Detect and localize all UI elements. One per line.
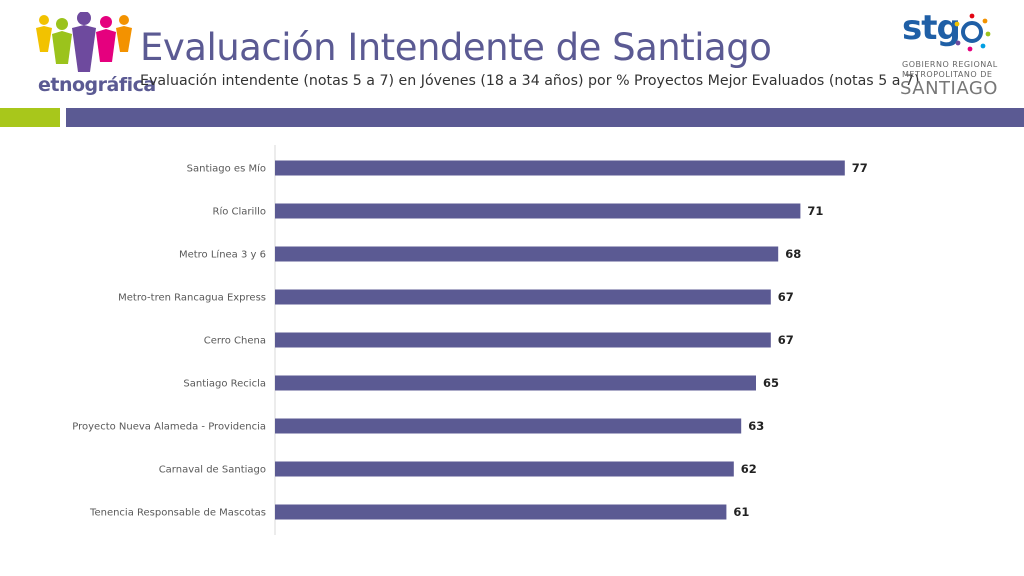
page-subtitle: Evaluación intendente (notas 5 a 7) en J… (140, 73, 920, 89)
figure-yellow (36, 15, 52, 52)
category-label: Río Clarillo (213, 206, 266, 218)
value-label: 61 (733, 505, 749, 519)
value-label: 63 (748, 419, 764, 433)
bar (275, 461, 734, 477)
stg-line-2: METROPOLITANO DE (902, 70, 993, 79)
stg-sun-icon (954, 13, 991, 52)
category-label: Cerro Chena (204, 336, 266, 347)
value-label: 77 (852, 161, 868, 175)
bar (275, 375, 756, 391)
bar (275, 504, 727, 520)
bar-chart: Santiago es Mío 77 Río Clarillo 71 Metro Lín… (72, 145, 868, 535)
category-label: Metro Línea 3 y 6 (179, 249, 266, 261)
header-band-green (0, 108, 60, 127)
value-label: 68 (785, 247, 801, 261)
etnografica-logo (36, 12, 132, 72)
figure-pink (96, 16, 116, 62)
category-label: Carnaval de Santiago (159, 465, 266, 476)
category-label: Proyecto Nueva Alameda - Providencia (72, 422, 266, 433)
category-label: Tenencia Responsable de Mascotas (89, 508, 266, 519)
bar (275, 418, 742, 434)
stg-wordmark: stg (902, 8, 961, 48)
value-label: 71 (807, 204, 823, 218)
figure-orange (116, 15, 132, 52)
etnografica-wordmark: etnográfica (38, 74, 156, 96)
value-label: 62 (741, 462, 757, 476)
stg-line-1: GOBIERNO REGIONAL (902, 60, 998, 69)
value-label: 67 (778, 290, 794, 304)
header-band-purple (66, 108, 1024, 127)
stg-line-3: SANTIAGO (900, 78, 998, 99)
category-label: Metro-tren Rancagua Express (118, 293, 266, 304)
figure-green (52, 18, 72, 64)
value-label: 65 (763, 376, 779, 390)
value-label: 67 (778, 333, 794, 347)
bar-group: Santiago es Mío 77 Río Clarillo 71 Metro Lín… (72, 145, 868, 535)
page-title: Evaluación Intendente de Santiago (140, 26, 772, 69)
figure-purple (72, 12, 96, 72)
bar (275, 289, 771, 305)
category-label: Santiago Recicla (183, 379, 266, 390)
bar (275, 203, 801, 219)
category-label: Santiago es Mío (187, 163, 266, 175)
bar (275, 332, 771, 348)
bar (275, 160, 845, 176)
bar (275, 246, 779, 262)
